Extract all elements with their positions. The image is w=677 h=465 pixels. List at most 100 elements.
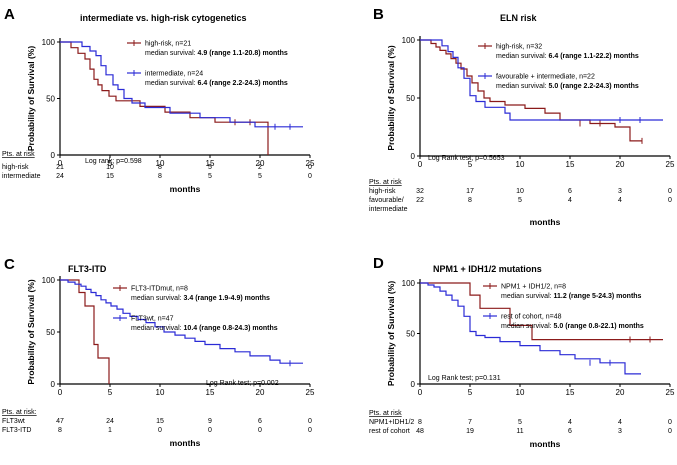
risk-count: 5 xyxy=(518,419,522,426)
km-panel-d: D NPM1 + IDH1/2 mutations Probability of S… xyxy=(369,255,675,449)
x-axis-label: months xyxy=(530,439,561,449)
risk-count: 17 xyxy=(466,188,474,195)
x-tick-label: 20 xyxy=(256,388,265,397)
log-rank-annotation: Log rank; p=0.598 xyxy=(85,158,142,165)
risk-count: 0 xyxy=(668,419,672,426)
x-tick-label: 25 xyxy=(666,388,675,397)
median-prefix: median survival: xyxy=(145,50,198,57)
y-axis-label: Probability of Survival (%) xyxy=(386,281,396,386)
legend-entry-name: NPM1 + IDH1/2, n=8 xyxy=(501,284,566,291)
y-axis-label: Probability of Survival (%) xyxy=(26,279,36,384)
x-tick-label: 5 xyxy=(108,388,113,397)
log-rank-annotation: Log Rank test; p=0.131 xyxy=(428,375,501,382)
risk-count: 11 xyxy=(516,428,523,435)
risk-count: 6 xyxy=(258,418,262,425)
y-tick-label: 0 xyxy=(51,151,56,160)
risk-row-label: NPM1+IDH1/2 xyxy=(369,419,414,426)
risk-table-header: Pts. at risk xyxy=(369,179,402,186)
legend-entry-median: median survival: 10.4 (range 0.8-24.3) m… xyxy=(131,325,278,332)
risk-count: 8 xyxy=(58,427,62,434)
legend-entry-name: FLT3wt, n=47 xyxy=(131,316,174,323)
median-prefix: median survival: xyxy=(496,83,549,90)
legend-entry-median: median survival: 11.2 (range 5-24.3) mon… xyxy=(501,293,642,300)
risk-count: 15 xyxy=(156,418,164,425)
y-tick-label: 0 xyxy=(411,380,416,389)
risk-count: 32 xyxy=(416,188,424,195)
median-value: 5.0 (range 2.2-24.3) months xyxy=(549,83,639,90)
x-tick-label: 20 xyxy=(616,160,625,169)
y-tick-label: 50 xyxy=(46,95,55,104)
risk-count: 5 xyxy=(518,197,522,204)
panel-title: ELN risk xyxy=(500,13,538,23)
risk-table-header: Pts. at risk xyxy=(369,410,402,417)
panel-title: NPM1 + IDH1/2 mutations xyxy=(433,264,542,274)
legend-entry-median: median survival: 6.4 (range 1.1-22.2) mo… xyxy=(496,53,639,60)
legend-entry-median: median survival: 5.0 (range 0.8-22.1) mo… xyxy=(501,323,644,330)
legend-entry-median: median survival: 6.4 (range 2.2-24.3) mo… xyxy=(145,80,288,87)
x-tick-label: 25 xyxy=(306,159,315,168)
x-tick-label: 0 xyxy=(418,160,423,169)
x-tick-label: 0 xyxy=(58,159,63,168)
y-tick-label: 0 xyxy=(51,380,56,389)
legend-entry-median: median survival: 3.4 (range 1.9-4.9) mon… xyxy=(131,295,270,302)
x-tick-label: 15 xyxy=(206,388,215,397)
risk-count: 5 xyxy=(208,164,212,171)
risk-count: 8 xyxy=(158,173,162,180)
risk-count: 0 xyxy=(668,428,672,435)
x-axis-label: months xyxy=(170,438,201,448)
risk-count: 3 xyxy=(618,188,622,195)
risk-count: 4 xyxy=(568,419,572,426)
x-axis-label: months xyxy=(170,184,201,194)
y-tick-label: 100 xyxy=(402,279,416,288)
panel-label: A xyxy=(4,6,15,23)
x-tick-label: 15 xyxy=(566,160,575,169)
y-tick-label: 50 xyxy=(406,330,415,339)
survival-curve-series-2 xyxy=(420,282,641,375)
median-prefix: median survival: xyxy=(131,295,184,302)
log-rank-annotation: Log Rank test; p=0.5653 xyxy=(428,155,505,162)
median-prefix: median survival: xyxy=(501,293,554,300)
risk-count: 47 xyxy=(56,418,64,425)
risk-count: 19 xyxy=(466,428,474,435)
median-prefix: median survival: xyxy=(145,80,198,87)
x-tick-label: 15 xyxy=(206,159,215,168)
x-axis-label: months xyxy=(530,217,561,227)
legend-entry-median: median survival: 4.9 (range 1.1-20.8) mo… xyxy=(145,50,288,57)
median-prefix: median survival: xyxy=(131,325,184,332)
median-value: 3.4 (range 1.9-4.9) months xyxy=(184,295,270,302)
x-tick-label: 25 xyxy=(666,160,675,169)
risk-count: 24 xyxy=(56,173,64,180)
x-tick-label: 20 xyxy=(616,388,625,397)
risk-count: 10 xyxy=(516,188,524,195)
median-value: 5.0 (range 0.8-22.1) months xyxy=(554,323,644,330)
risk-count: 5 xyxy=(208,173,212,180)
x-tick-label: 5 xyxy=(108,159,113,168)
risk-row-label: FLT3wt xyxy=(2,418,25,425)
survival-curve-series-1 xyxy=(420,282,663,341)
survival-curve-series-1 xyxy=(60,41,269,155)
risk-count: 9 xyxy=(208,418,212,425)
legend-entry-name: high-risk, n=21 xyxy=(145,41,191,48)
y-tick-label: 100 xyxy=(402,36,416,45)
panel-title: intermediate vs. high-risk cytogenetics xyxy=(80,13,247,23)
risk-count: 8 xyxy=(158,164,162,171)
median-value: 6.4 (range 2.2-24.3) months xyxy=(198,80,288,87)
panel-label: C xyxy=(4,256,15,273)
risk-count: 0 xyxy=(158,427,162,434)
median-value: 4.9 (range 1.1-20.8) months xyxy=(198,50,288,57)
risk-count: 21 xyxy=(56,164,64,171)
risk-count: 0 xyxy=(308,173,312,180)
risk-row-label: intermediate xyxy=(2,173,41,180)
risk-row-label: high-risk xyxy=(369,188,396,195)
risk-count: 3 xyxy=(618,428,622,435)
risk-count: 5 xyxy=(258,173,262,180)
risk-row-label: rest of cohort xyxy=(369,428,410,435)
legend-entry-median: median survival: 5.0 (range 2.2-24.3) mo… xyxy=(496,83,639,90)
risk-table-header: Pts. at risk: xyxy=(2,409,37,416)
y-tick-label: 100 xyxy=(42,38,56,47)
x-tick-label: 10 xyxy=(156,388,165,397)
legend-entry-name: favourable + intermediate, n=22 xyxy=(496,74,595,81)
